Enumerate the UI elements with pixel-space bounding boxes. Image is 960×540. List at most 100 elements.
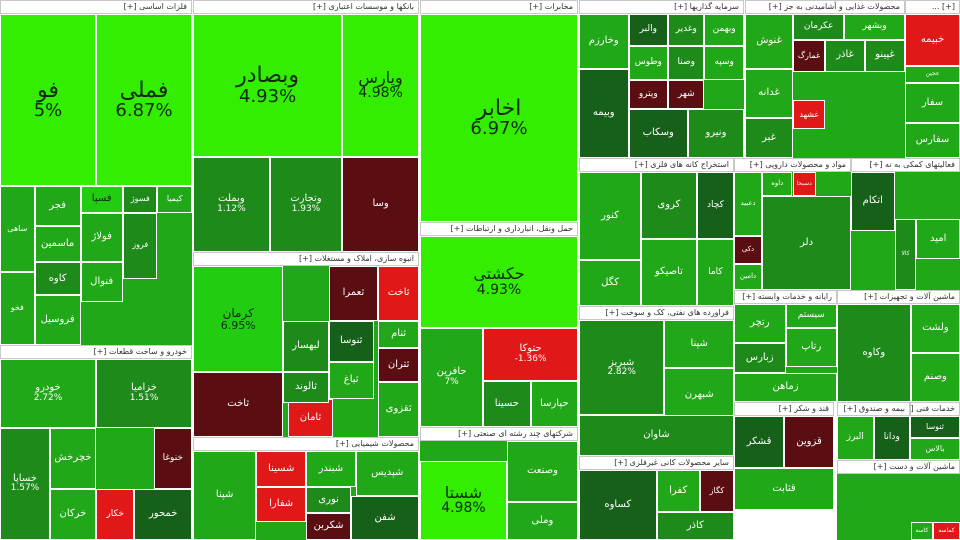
stock-tile[interactable]: شپدیس	[355, 451, 419, 496]
stock-tile[interactable]: بالاس	[910, 438, 960, 460]
stock-tile[interactable]: وسا	[342, 156, 419, 252]
sector-header[interactable]: استخراج کانه های فلزی [+]	[579, 158, 734, 172]
stock-tile[interactable]: داوه	[762, 172, 793, 196]
stock-tile[interactable]: وصنا	[668, 45, 705, 81]
stock-tile[interactable]: شبریز 2.82%	[579, 320, 665, 416]
stock-tile[interactable]: ثالوند	[283, 372, 329, 403]
stock-tile[interactable]: عکرمان	[793, 14, 845, 40]
stock-tile[interactable]: وبشهر	[844, 14, 905, 40]
stock-tile[interactable]: خزامیا 1.51%	[96, 359, 192, 428]
stock-tile[interactable]: ثنام	[378, 320, 419, 349]
stock-tile[interactable]: شبندر	[306, 451, 356, 487]
stock-tile[interactable]: ثاخت	[378, 266, 419, 321]
stock-tile[interactable]: شفارا	[256, 486, 306, 523]
stock-tile[interactable]: غنوش	[745, 14, 793, 69]
stock-tile[interactable]: قشکر	[734, 416, 784, 468]
stock-tile[interactable]: شبهرن	[664, 367, 735, 422]
stock-tile[interactable]: وخارزم	[579, 14, 629, 69]
stock-tile[interactable]: کاما	[696, 239, 734, 306]
stock-tile[interactable]: وصنعت	[506, 441, 578, 503]
stock-tile[interactable]: سفارس	[905, 123, 960, 158]
stock-tile[interactable]: اتکام	[851, 172, 895, 231]
stock-tile[interactable]: کاذر	[656, 512, 734, 540]
stock-tile[interactable]: غمارگ	[793, 39, 825, 72]
stock-tile[interactable]: فسپا	[80, 186, 123, 213]
stock-tile[interactable]: ولشت	[910, 304, 960, 353]
stock-tile[interactable]: کماسه	[932, 521, 960, 540]
stock-tile[interactable]: سفار	[905, 83, 960, 124]
stock-tile[interactable]: ودانا	[873, 416, 910, 460]
stock-tile[interactable]: حکشتی 4.93%	[420, 236, 578, 328]
sector-header[interactable]: سرمایه گذاریها [+]	[579, 0, 744, 14]
sector-header[interactable]: محصولات شیمیایی [+]	[193, 437, 419, 451]
stock-tile[interactable]: کروی	[641, 172, 697, 239]
stock-tile[interactable]: غاذر	[825, 39, 865, 72]
stock-tile[interactable]: شکربن	[306, 513, 352, 540]
sector-header[interactable]: خودرو و ساخت قطعات [+]	[0, 345, 192, 359]
stock-tile[interactable]: فجر	[34, 186, 81, 226]
stock-tile[interactable]: اخابر 6.97%	[420, 14, 578, 222]
stock-tile[interactable]: وغدیر	[668, 14, 705, 46]
stock-tile[interactable]: خچرخش	[49, 427, 96, 490]
stock-tile[interactable]: وکاوه	[837, 304, 911, 402]
stock-tile[interactable]: خمحور	[134, 489, 192, 540]
stock-tile[interactable]: شسینا	[256, 451, 306, 487]
sector-header[interactable]: ماشین آلات و دست [+]	[837, 460, 960, 474]
stock-tile[interactable]: کالا	[894, 219, 917, 290]
stock-tile[interactable]: وبیمه	[579, 68, 629, 158]
stock-tile[interactable]: دکی	[734, 235, 763, 264]
stock-tile[interactable]: شفن	[351, 495, 419, 540]
stock-tile[interactable]: وسکاب	[628, 109, 688, 158]
stock-tile[interactable]: وطوس	[628, 45, 669, 81]
stock-tile[interactable]: غپینو	[865, 39, 905, 72]
stock-tile[interactable]: غدانه	[745, 68, 793, 118]
stock-tile[interactable]: خنوغا	[153, 427, 192, 490]
stock-tile[interactable]: لبهسار	[283, 320, 329, 372]
stock-tile[interactable]: خرکان	[49, 489, 96, 540]
sector-header[interactable]: بانکها و موسسات اعتباری [+]	[193, 0, 419, 14]
stock-tile[interactable]: ونیرو	[687, 109, 744, 158]
sector-header[interactable]: رایانه و خدمات وابسته [+]	[734, 290, 837, 304]
stock-tile[interactable]: کچاد	[696, 172, 734, 239]
stock-tile[interactable]: دامین	[734, 264, 763, 290]
stock-tile[interactable]: ثتران	[378, 348, 419, 383]
stock-tile[interactable]: کفرا	[656, 470, 700, 512]
sector-header[interactable]: سایر محصولات کانی غیرفلزی [+]	[579, 456, 734, 470]
stock-tile[interactable]: کگل	[579, 260, 641, 306]
stock-tile[interactable]: رتاپ	[785, 327, 837, 367]
stock-tile[interactable]: کنور	[579, 172, 641, 261]
stock-tile[interactable]: البرز	[837, 416, 874, 460]
stock-tile[interactable]: قزوین	[784, 416, 834, 468]
stock-tile[interactable]: رتچر	[734, 304, 786, 344]
stock-tile[interactable]: زماهن	[734, 372, 837, 402]
sector-header[interactable]: فلزات اساسی [+]	[0, 0, 192, 14]
stock-tile[interactable]: فخو	[0, 272, 35, 345]
stock-tile[interactable]: فسوژ	[122, 186, 158, 213]
sector-header[interactable]: محصولات غذایی و آشامیدنی به جز [+]	[745, 0, 905, 14]
stock-tile[interactable]: ثامان	[287, 399, 334, 437]
sector-header[interactable]: خدمات فنی [+]	[910, 402, 960, 416]
stock-tile[interactable]: کاوه	[34, 262, 81, 296]
stock-tile[interactable]: ثباغ	[328, 361, 374, 400]
stock-tile[interactable]: ثعمرا	[328, 266, 379, 321]
stock-tile[interactable]: فروز	[122, 212, 158, 279]
stock-tile[interactable]: شپنا	[193, 451, 257, 540]
stock-tile[interactable]: وبملت 1.12%	[193, 156, 270, 252]
stock-tile[interactable]: فنوال	[80, 262, 123, 302]
stock-tile[interactable]: فملی 6.87%	[96, 14, 192, 187]
stock-tile[interactable]: دعبید	[734, 172, 763, 236]
stock-tile[interactable]: قثابت	[734, 467, 834, 510]
stock-tile[interactable]: خکار	[96, 489, 135, 540]
stock-tile[interactable]: ثنوسا	[910, 416, 960, 438]
sector-header[interactable]: فراورده های نفتی، کک و سوخت [+]	[579, 306, 734, 320]
stock-tile[interactable]: تاصیکو	[641, 239, 697, 306]
stock-tile[interactable]: حسینا	[483, 381, 531, 427]
stock-tile[interactable]: ثاخت	[193, 372, 284, 437]
stock-tile[interactable]: وپترو	[628, 80, 669, 109]
stock-tile[interactable]: غبر	[745, 117, 793, 158]
sector-header[interactable]: بیمه و صندوق [+]	[837, 402, 910, 416]
stock-tile[interactable]: وپارس 4.98%	[342, 14, 419, 157]
stock-tile[interactable]: نوری	[306, 486, 352, 514]
stock-tile[interactable]: ماسمین	[34, 225, 81, 263]
stock-tile[interactable]: شستا 4.98%	[420, 460, 507, 540]
